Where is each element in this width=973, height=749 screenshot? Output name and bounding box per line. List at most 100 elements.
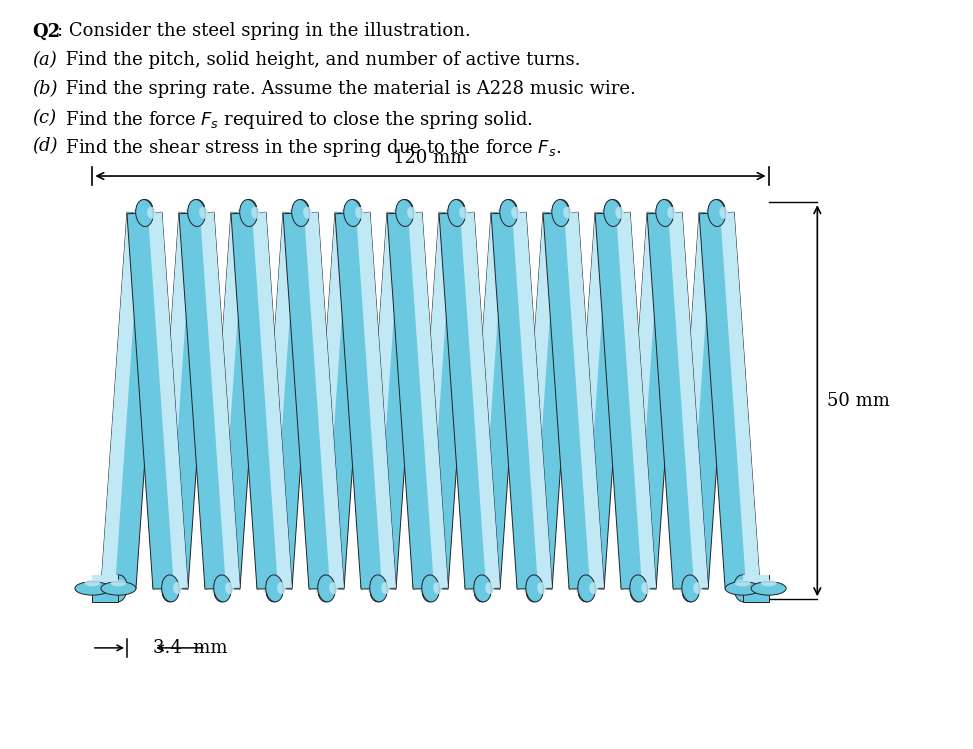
Polygon shape bbox=[616, 212, 656, 588]
Ellipse shape bbox=[693, 582, 703, 594]
Text: Find the pitch, solid height, and number of active turns.: Find the pitch, solid height, and number… bbox=[60, 51, 581, 69]
Ellipse shape bbox=[604, 199, 622, 226]
Text: Find the spring rate. Assume the material is A228 music wire.: Find the spring rate. Assume the materia… bbox=[60, 80, 636, 98]
Ellipse shape bbox=[292, 199, 309, 226]
Polygon shape bbox=[720, 212, 760, 588]
Text: (b): (b) bbox=[32, 80, 57, 98]
Ellipse shape bbox=[407, 207, 415, 219]
Polygon shape bbox=[673, 212, 735, 589]
Ellipse shape bbox=[211, 582, 220, 594]
Polygon shape bbox=[252, 212, 292, 588]
Ellipse shape bbox=[523, 582, 532, 594]
Ellipse shape bbox=[735, 580, 750, 586]
Ellipse shape bbox=[682, 575, 700, 602]
Ellipse shape bbox=[85, 580, 100, 586]
Polygon shape bbox=[512, 212, 552, 588]
Polygon shape bbox=[414, 212, 453, 588]
Ellipse shape bbox=[549, 207, 558, 219]
Ellipse shape bbox=[304, 207, 312, 219]
Ellipse shape bbox=[162, 575, 179, 602]
Ellipse shape bbox=[615, 207, 624, 219]
Ellipse shape bbox=[318, 575, 336, 602]
Ellipse shape bbox=[251, 207, 260, 219]
Ellipse shape bbox=[486, 582, 494, 594]
Ellipse shape bbox=[500, 199, 518, 226]
Ellipse shape bbox=[745, 582, 754, 594]
Ellipse shape bbox=[525, 575, 543, 602]
Ellipse shape bbox=[111, 580, 126, 586]
Ellipse shape bbox=[459, 207, 468, 219]
Ellipse shape bbox=[679, 582, 688, 594]
Polygon shape bbox=[700, 212, 760, 589]
Ellipse shape bbox=[367, 582, 376, 594]
Ellipse shape bbox=[628, 582, 636, 594]
Polygon shape bbox=[92, 575, 119, 586]
Polygon shape bbox=[569, 212, 609, 588]
Ellipse shape bbox=[734, 575, 751, 602]
Ellipse shape bbox=[433, 582, 442, 594]
Ellipse shape bbox=[133, 207, 142, 219]
Ellipse shape bbox=[667, 207, 676, 219]
Ellipse shape bbox=[446, 207, 454, 219]
Ellipse shape bbox=[421, 575, 440, 602]
Ellipse shape bbox=[708, 199, 726, 226]
Polygon shape bbox=[92, 575, 119, 602]
Ellipse shape bbox=[653, 207, 662, 219]
Polygon shape bbox=[465, 212, 505, 588]
Polygon shape bbox=[101, 212, 141, 588]
Polygon shape bbox=[673, 212, 713, 588]
Ellipse shape bbox=[266, 575, 283, 602]
Polygon shape bbox=[356, 212, 396, 588]
Ellipse shape bbox=[370, 575, 387, 602]
Polygon shape bbox=[668, 212, 708, 588]
Text: 3.4  mm: 3.4 mm bbox=[153, 639, 228, 657]
Ellipse shape bbox=[511, 207, 520, 219]
Ellipse shape bbox=[188, 199, 205, 226]
Ellipse shape bbox=[474, 575, 491, 602]
Ellipse shape bbox=[393, 207, 402, 219]
Ellipse shape bbox=[162, 575, 179, 602]
Ellipse shape bbox=[552, 199, 569, 226]
Ellipse shape bbox=[199, 207, 208, 219]
Polygon shape bbox=[647, 212, 708, 589]
Ellipse shape bbox=[563, 207, 572, 219]
Ellipse shape bbox=[500, 199, 518, 226]
Ellipse shape bbox=[188, 199, 205, 226]
Ellipse shape bbox=[289, 207, 298, 219]
Ellipse shape bbox=[185, 207, 194, 219]
Polygon shape bbox=[621, 212, 661, 588]
Ellipse shape bbox=[135, 199, 153, 226]
Polygon shape bbox=[148, 212, 188, 588]
Ellipse shape bbox=[214, 575, 232, 602]
Text: (a): (a) bbox=[32, 51, 56, 69]
Ellipse shape bbox=[225, 582, 234, 594]
Ellipse shape bbox=[173, 582, 182, 594]
Ellipse shape bbox=[239, 199, 257, 226]
Ellipse shape bbox=[107, 582, 116, 594]
Polygon shape bbox=[564, 212, 604, 588]
Ellipse shape bbox=[751, 582, 786, 595]
Ellipse shape bbox=[342, 207, 350, 219]
Ellipse shape bbox=[630, 575, 647, 602]
Polygon shape bbox=[309, 212, 370, 589]
Polygon shape bbox=[621, 212, 682, 589]
Polygon shape bbox=[153, 212, 193, 588]
Polygon shape bbox=[517, 212, 578, 589]
Ellipse shape bbox=[601, 207, 610, 219]
Polygon shape bbox=[387, 212, 448, 589]
Ellipse shape bbox=[497, 207, 506, 219]
Polygon shape bbox=[569, 212, 631, 589]
Ellipse shape bbox=[329, 582, 338, 594]
Polygon shape bbox=[439, 212, 500, 589]
Polygon shape bbox=[460, 212, 500, 588]
Polygon shape bbox=[517, 212, 558, 588]
Polygon shape bbox=[361, 212, 401, 588]
Ellipse shape bbox=[630, 575, 647, 602]
Text: Find the force $F_s$ required to close the spring solid.: Find the force $F_s$ required to close t… bbox=[60, 109, 533, 130]
Ellipse shape bbox=[214, 575, 232, 602]
Ellipse shape bbox=[575, 582, 584, 594]
Ellipse shape bbox=[355, 207, 364, 219]
Polygon shape bbox=[742, 575, 769, 586]
Ellipse shape bbox=[396, 199, 414, 226]
Text: (c): (c) bbox=[32, 109, 56, 127]
